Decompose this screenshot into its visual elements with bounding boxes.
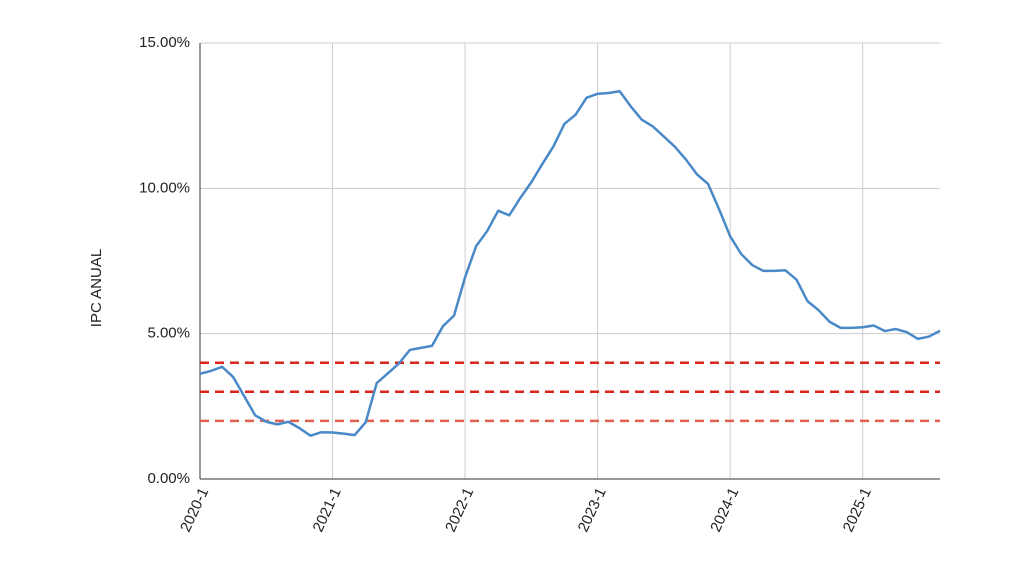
x-tick-label: 2022-1 — [442, 485, 477, 535]
y-tick-label: 5.00% — [147, 325, 190, 342]
x-tick-label: 2021-1 — [310, 485, 345, 535]
x-tick-label: 2020-1 — [177, 485, 212, 535]
y-axis-label: IPC ANUAL — [88, 249, 105, 327]
y-tick-label: 15.00% — [139, 34, 190, 51]
data-line — [199, 90, 941, 437]
y-tick-label: 10.00% — [139, 179, 190, 196]
y-tick-label: 0.00% — [147, 470, 190, 487]
x-tick-label: 2023-1 — [575, 485, 610, 535]
x-tick-label: 2025-1 — [840, 485, 875, 535]
x-tick-label: 2024-1 — [707, 485, 742, 535]
